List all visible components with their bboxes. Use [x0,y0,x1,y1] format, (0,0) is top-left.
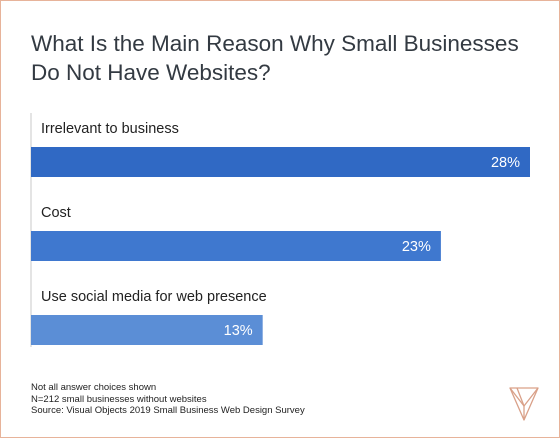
bar [31,315,263,345]
chart-title: What Is the Main Reason Why Small Busine… [31,31,519,85]
visual-objects-logo-icon [509,387,539,421]
bar-value-label: 23% [402,239,431,255]
category-label: Use social media for web presence [41,289,267,305]
footnote-answer-choices: Not all answer choices shown [31,382,157,393]
bar [31,147,530,177]
category-label: Cost [41,205,71,221]
bar [31,231,441,261]
bar-value-label: 28% [491,155,520,171]
footnote-sample-size: N=212 small businesses without websites [31,393,207,405]
chart-layer: Irrelevant to business 28% Cost 23% Use soci… [30,113,530,347]
category-label: Irrelevant to business [41,121,179,137]
footnotes: Not all answer choices shown N=212 small… [31,382,305,417]
footnote-source: Source: Visual Objects 2019 Small Busine… [31,405,305,416]
bar-value-label: 13% [224,323,253,339]
